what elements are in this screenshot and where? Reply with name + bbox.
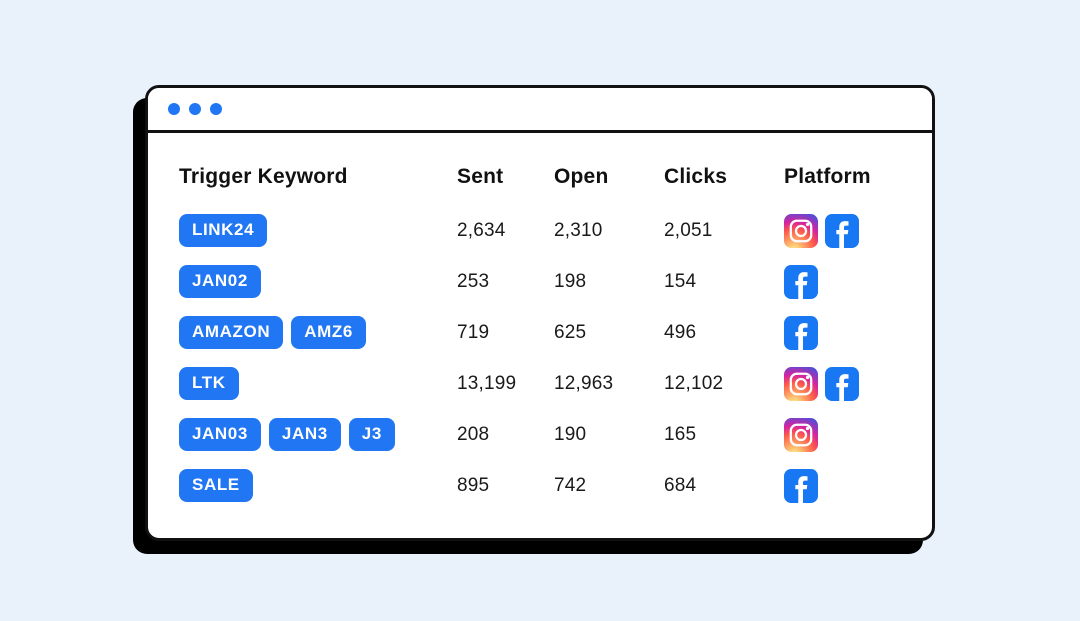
- keyword-pill[interactable]: J3: [348, 418, 395, 451]
- window-dot-icon[interactable]: [168, 103, 180, 115]
- table-row: JAN02 253 198 154: [179, 256, 908, 307]
- sent-value: 719: [457, 321, 490, 343]
- table-row: JAN03 JAN3 J3 208 190 165: [179, 409, 908, 460]
- column-header-open: Open: [554, 165, 609, 188]
- keyword-pill[interactable]: SALE: [179, 469, 253, 502]
- sent-value: 208: [457, 423, 490, 445]
- clicks-value: 154: [664, 270, 697, 292]
- keyword-cell: SALE: [179, 469, 457, 502]
- sent-value: 895: [457, 474, 490, 496]
- sent-value: 2,634: [457, 219, 506, 241]
- open-value: 2,310: [554, 219, 603, 241]
- clicks-value: 496: [664, 321, 697, 343]
- keyword-pill[interactable]: AMAZON: [179, 316, 284, 349]
- keyword-cell: AMAZON AMZ6: [179, 316, 457, 349]
- table-row: SALE 895 742 684: [179, 460, 908, 511]
- open-value: 12,963: [554, 372, 614, 394]
- instagram-icon: [784, 213, 818, 248]
- window-dot-icon[interactable]: [210, 103, 222, 115]
- platform-cell: [784, 468, 908, 503]
- table-body: LINK24 2,634 2,310 2,051 JAN02 253 198 154 AMAZO…: [179, 205, 908, 511]
- keyword-pill[interactable]: JAN02: [179, 265, 261, 298]
- table-row: LTK 13,199 12,963 12,102: [179, 358, 908, 409]
- column-header-clicks: Clicks: [664, 165, 728, 188]
- keyword-cell: JAN02: [179, 265, 457, 298]
- instagram-icon: [784, 417, 818, 452]
- clicks-value: 12,102: [664, 372, 724, 394]
- window-titlebar: [148, 88, 932, 133]
- open-value: 625: [554, 321, 587, 343]
- sent-value: 253: [457, 270, 490, 292]
- platform-cell: [784, 366, 908, 401]
- keyword-pill[interactable]: LTK: [179, 367, 239, 400]
- platform-cell: [784, 417, 908, 452]
- keyword-pill[interactable]: LINK24: [179, 214, 268, 247]
- clicks-value: 684: [664, 474, 697, 496]
- platform-cell: [784, 264, 908, 299]
- facebook-icon: [784, 264, 818, 299]
- table-row: AMAZON AMZ6 719 625 496: [179, 307, 908, 358]
- open-value: 742: [554, 474, 587, 496]
- table-header-row: Trigger Keyword Sent Open Clicks Platfor…: [179, 149, 908, 205]
- keyword-cell: LINK24: [179, 214, 457, 247]
- keyword-cell: LTK: [179, 367, 457, 400]
- keyword-pill[interactable]: AMZ6: [291, 316, 366, 349]
- window-dot-icon[interactable]: [189, 103, 201, 115]
- column-header-sent: Sent: [457, 165, 504, 188]
- clicks-value: 165: [664, 423, 697, 445]
- facebook-icon: [825, 213, 859, 248]
- table-row: LINK24 2,634 2,310 2,051: [179, 205, 908, 256]
- keyword-pill[interactable]: JAN3: [268, 418, 341, 451]
- platform-cell: [784, 315, 908, 350]
- open-value: 190: [554, 423, 587, 445]
- column-header-trigger-keyword: Trigger Keyword: [179, 165, 348, 188]
- illustration-stage: Trigger Keyword Sent Open Clicks Platfor…: [145, 85, 935, 541]
- keyword-stats-table: Trigger Keyword Sent Open Clicks Platfor…: [179, 149, 908, 511]
- instagram-icon: [784, 366, 818, 401]
- facebook-icon: [784, 468, 818, 503]
- keyword-pill[interactable]: JAN03: [179, 418, 261, 451]
- window-content: Trigger Keyword Sent Open Clicks Platfor…: [148, 133, 932, 538]
- facebook-icon: [825, 366, 859, 401]
- platform-cell: [784, 213, 908, 248]
- sent-value: 13,199: [457, 372, 517, 394]
- open-value: 198: [554, 270, 587, 292]
- column-header-platform: Platform: [784, 165, 871, 188]
- keyword-cell: JAN03 JAN3 J3: [179, 418, 457, 451]
- browser-window: Trigger Keyword Sent Open Clicks Platfor…: [145, 85, 935, 541]
- facebook-icon: [784, 315, 818, 350]
- clicks-value: 2,051: [664, 219, 713, 241]
